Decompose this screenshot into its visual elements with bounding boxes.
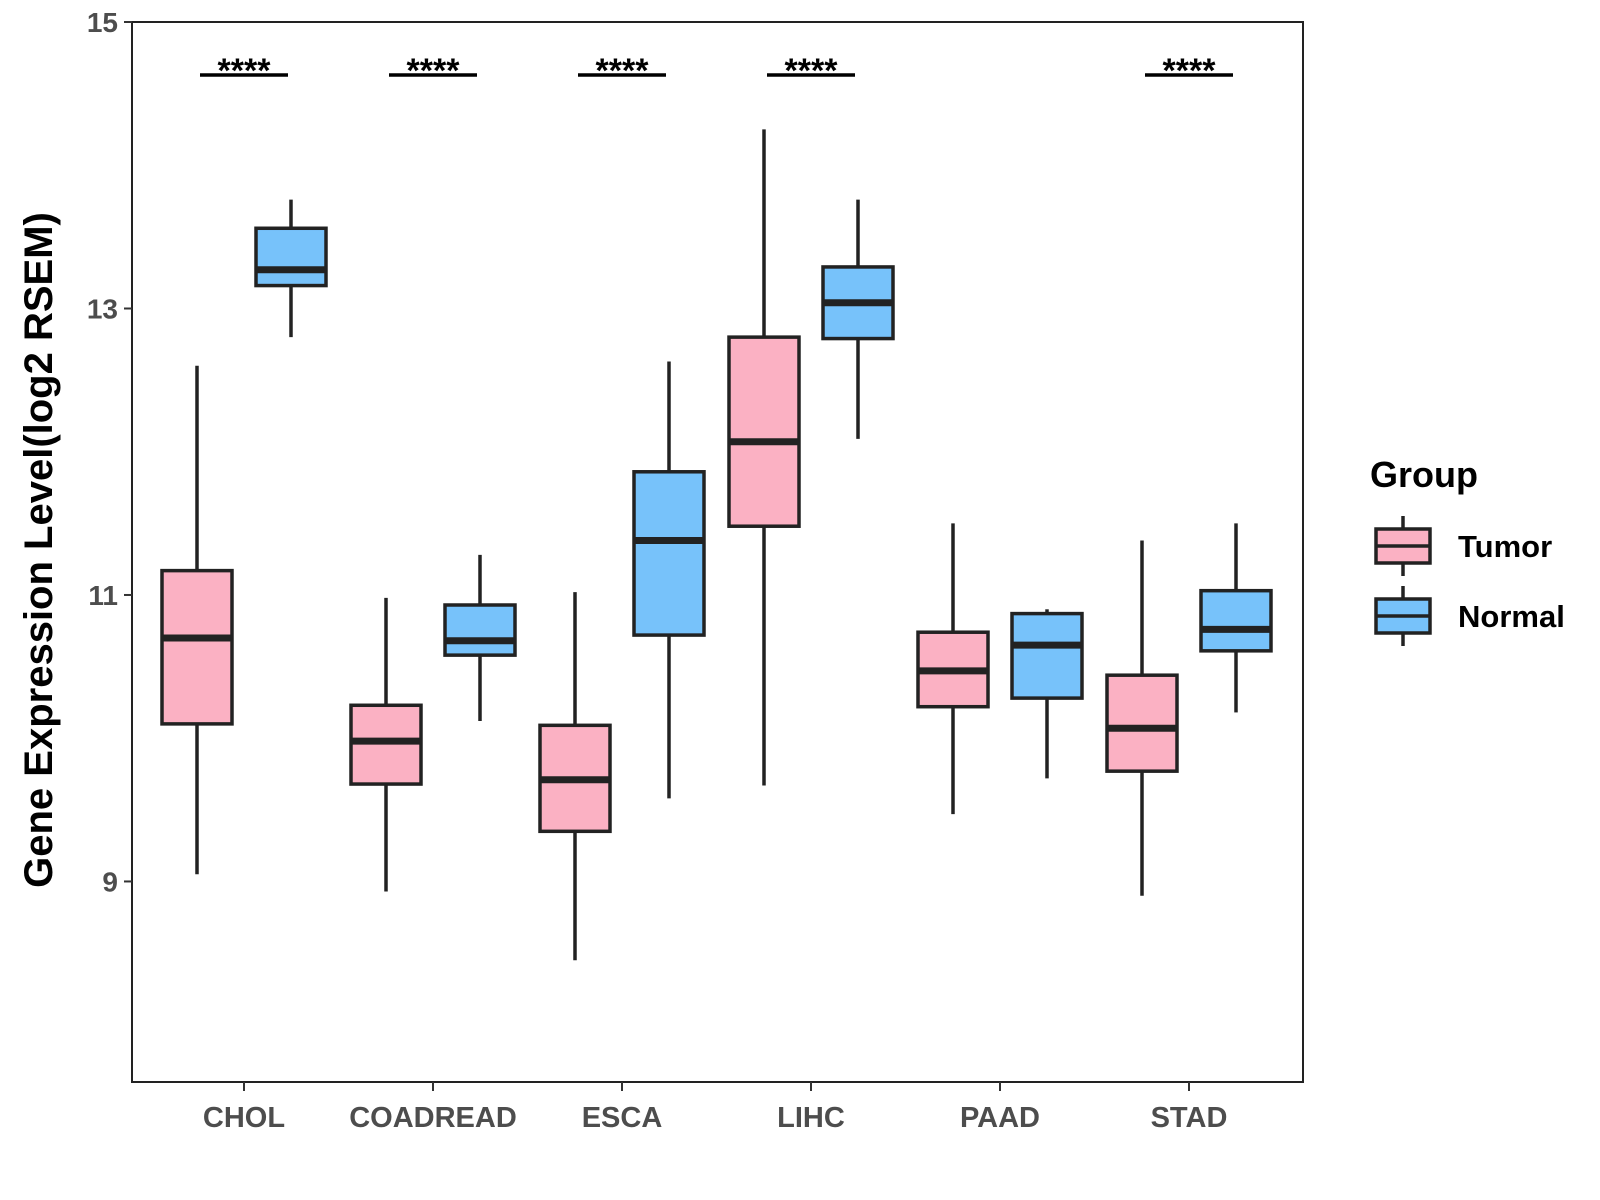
x-tick-label: STAD <box>1151 1102 1228 1134</box>
box-tumor-coadread <box>349 597 423 892</box>
box-normal-esca <box>632 361 706 799</box>
box-normal-stad <box>1199 523 1273 713</box>
box-normal-lihc <box>821 199 895 439</box>
significance-label: **** <box>785 52 839 90</box>
legend-key-normal <box>1374 586 1432 646</box>
axis-layer: 9 11 13 15 CHOL COADREAD ESCA LIHC PAAD STAD <box>87 7 1228 1134</box>
legend: Group Tumor Normal <box>1370 454 1565 646</box>
box-iqr <box>1105 673 1179 773</box>
legend-title: Group <box>1370 454 1478 495</box>
box-tumor-esca <box>538 592 612 961</box>
box-tumor-paad <box>916 523 990 815</box>
box-normal-chol <box>254 199 328 338</box>
box-iqr <box>349 703 423 786</box>
x-tick-label: COADREAD <box>349 1102 517 1134</box>
x-tick-label: ESCA <box>582 1102 663 1134</box>
box-tumor-stad <box>1105 540 1179 896</box>
box-iqr <box>160 568 234 726</box>
significance-label: **** <box>218 52 272 90</box>
legend-label-normal: Normal <box>1458 599 1565 634</box>
box-iqr <box>1199 588 1273 653</box>
significance-label: **** <box>407 52 461 90</box>
legend-key-tumor <box>1374 516 1432 576</box>
significance-label: **** <box>596 52 650 90</box>
y-axis-title: Gene Expression Level(log2 RSEM) <box>17 212 61 888</box>
y-tick-label: 9 <box>102 866 118 897</box>
box-layer <box>160 129 1273 961</box>
plot-border <box>131 21 1304 1083</box>
significance-layer: **** **** **** **** **** <box>200 52 1233 90</box>
significance-label: **** <box>1163 52 1217 90</box>
box-tumor-chol <box>160 365 234 875</box>
box-normal-paad <box>1010 609 1084 779</box>
plot-area <box>131 21 1304 1083</box>
y-tick-label: 15 <box>87 7 118 38</box>
x-tick-label: CHOL <box>203 1102 285 1134</box>
box-normal-coadread <box>443 554 517 722</box>
y-tick-label: 13 <box>87 293 118 324</box>
x-tick-label: PAAD <box>960 1102 1040 1134</box>
box-iqr <box>254 226 328 288</box>
box-iqr <box>727 335 801 528</box>
box-tumor-lihc <box>727 129 801 786</box>
box-iqr <box>443 603 517 657</box>
legend-label-tumor: Tumor <box>1458 529 1552 564</box>
y-tick-label: 11 <box>88 580 118 611</box>
x-tick-label: LIHC <box>777 1102 845 1134</box>
box-iqr <box>1010 611 1084 700</box>
box-iqr <box>632 470 706 637</box>
